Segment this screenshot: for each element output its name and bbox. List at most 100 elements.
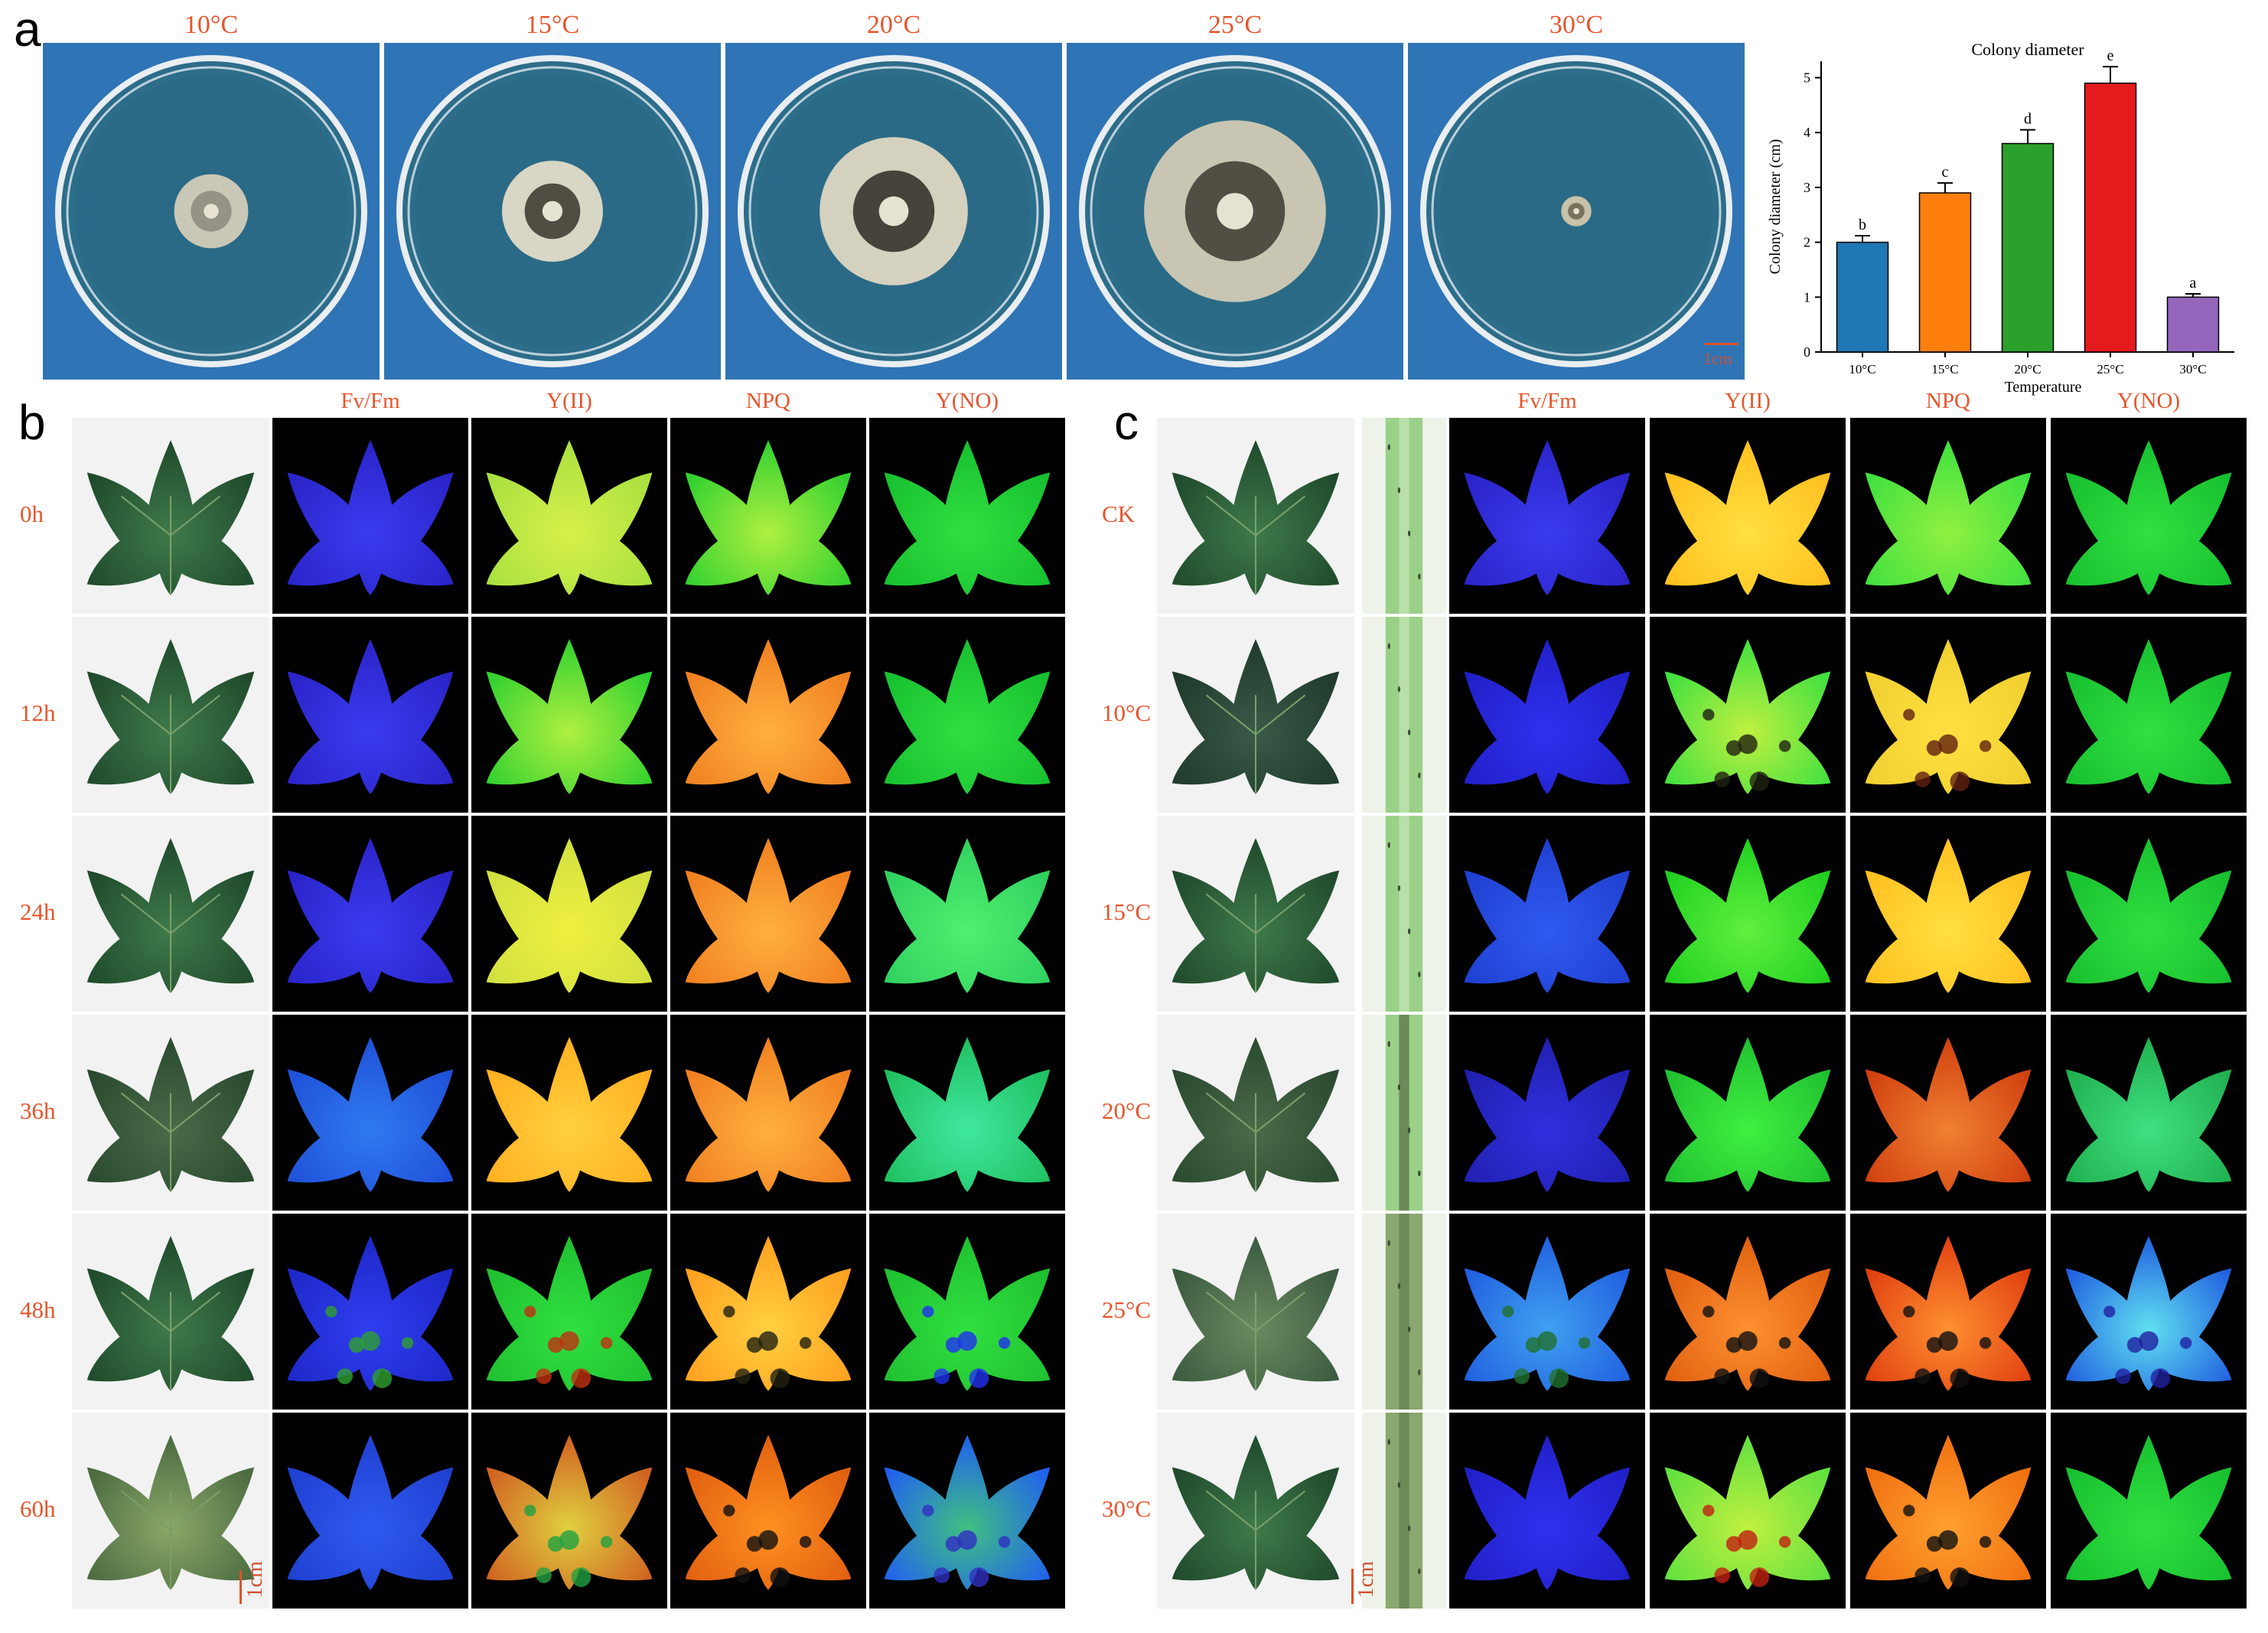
panel-label-a: a xyxy=(14,2,41,57)
leaf-photo xyxy=(1157,418,1354,614)
petri-dish-photo xyxy=(725,43,1062,380)
colony-diameter-chart: Colony diameter 0 1 2 3 4 5 Colony diameter (cm… xyxy=(1760,31,2257,398)
bar xyxy=(1836,241,1889,353)
leaf-image xyxy=(884,1435,1051,1590)
leaf-photo xyxy=(72,1015,269,1211)
leaf-image xyxy=(287,639,454,794)
leaf-scale-bar-b xyxy=(240,1570,242,1604)
significance-letter: b xyxy=(1859,217,1866,233)
panel-c-column-header: NPQ xyxy=(1925,389,1970,413)
chlorophyll-fluorescence-image xyxy=(1650,418,1846,614)
leaf-photo xyxy=(1157,1413,1354,1609)
chlorophyll-fluorescence-image xyxy=(2051,1413,2247,1609)
panel-b-row-label: 0h xyxy=(20,500,44,527)
chlorophyll-fluorescence-image xyxy=(272,1015,468,1211)
leaf-photo xyxy=(1157,816,1354,1012)
chlorophyll-fluorescence-image xyxy=(2051,418,2247,614)
y-tick-label: 1 xyxy=(1804,289,1810,305)
leaf-image xyxy=(1865,1037,2032,1192)
chlorophyll-fluorescence-image xyxy=(1449,1214,1645,1410)
leaf-image xyxy=(1464,1435,1631,1590)
leaf-image xyxy=(685,1236,852,1391)
chlorophyll-fluorescence-image xyxy=(272,617,468,813)
bar xyxy=(2166,296,2220,353)
stem-photo xyxy=(1362,1015,1446,1211)
leaf-scale-label-b: 1cm xyxy=(243,1561,267,1599)
leaf-image xyxy=(1464,838,1631,993)
chlorophyll-fluorescence-image xyxy=(1449,617,1645,813)
chart-canvas: Colony diameter 0 1 2 3 4 5 Colony diameter (cm… xyxy=(1767,40,2234,396)
leaf-scale-bar-c xyxy=(1351,1569,1354,1604)
leaf-image xyxy=(1171,838,1340,993)
leaf-image xyxy=(685,639,852,794)
leaf-image xyxy=(2065,1435,2232,1590)
y-tick-label: 5 xyxy=(1804,70,1810,86)
dish-temperature-label: 20°C xyxy=(866,11,921,39)
panel-c-row-label: 10°C xyxy=(1102,699,1152,726)
leaf-image xyxy=(2065,440,2232,595)
chlorophyll-fluorescence-image xyxy=(869,1413,1065,1609)
bar xyxy=(1918,192,1972,353)
panel-c-column-header: Fv/Fm xyxy=(1517,389,1577,413)
chlorophyll-fluorescence-image xyxy=(272,816,468,1012)
panel-b-row-label: 48h xyxy=(20,1296,56,1323)
leaf-image xyxy=(86,639,255,794)
stem-photo xyxy=(1362,418,1446,614)
leaf-image xyxy=(2065,1236,2232,1391)
y-tick-label: 4 xyxy=(1804,125,1810,140)
leaf-photo xyxy=(1157,617,1354,813)
leaf-image xyxy=(86,1435,255,1590)
leaf-image xyxy=(2065,838,2232,993)
leaf-image xyxy=(486,1236,653,1391)
chlorophyll-fluorescence-image xyxy=(471,816,667,1012)
leaf-image xyxy=(1664,639,1831,794)
leaf-image xyxy=(685,1037,852,1192)
chlorophyll-fluorescence-image xyxy=(1850,617,2046,813)
stem-photo xyxy=(1362,1413,1446,1609)
leaf-image xyxy=(486,440,653,595)
chlorophyll-fluorescence-image xyxy=(1650,617,1846,813)
y-tick-label: 2 xyxy=(1804,235,1810,250)
panel-c-column-header: Y(II) xyxy=(1725,389,1771,413)
leaf-image xyxy=(1865,838,2032,993)
leaf-photo xyxy=(72,617,269,813)
petri-dish-photo xyxy=(1067,43,1403,380)
leaf-image xyxy=(1865,1435,2032,1590)
stem-image xyxy=(1385,1214,1423,1410)
leaf-photo xyxy=(1157,1214,1354,1410)
leaf-scale-label-c: 1cm xyxy=(1354,1561,1378,1599)
petri-dish-photo xyxy=(384,43,721,380)
x-tick-label: 20°C xyxy=(2014,362,2041,376)
leaf-image xyxy=(884,1037,1051,1192)
leaf-photo xyxy=(72,418,269,614)
chlorophyll-fluorescence-image xyxy=(869,617,1065,813)
leaf-image xyxy=(685,838,852,993)
panel-c-row-label: 20°C xyxy=(1102,1097,1152,1124)
chlorophyll-fluorescence-image xyxy=(670,617,866,813)
panel-b-row-label: 60h xyxy=(20,1495,56,1522)
leaf-image xyxy=(86,1037,255,1192)
chlorophyll-fluorescence-image xyxy=(869,418,1065,614)
leaf-image xyxy=(1171,1037,1340,1192)
leaf-image xyxy=(287,440,454,595)
leaf-image xyxy=(1664,1435,1831,1590)
chlorophyll-fluorescence-image xyxy=(1650,1015,1846,1211)
x-tick-label: 25°C xyxy=(2097,362,2123,376)
panel-label-c: c xyxy=(1114,395,1139,450)
leaf-image xyxy=(86,838,255,993)
leaf-photo xyxy=(1157,1015,1354,1211)
chlorophyll-fluorescence-image xyxy=(2051,816,2247,1012)
chlorophyll-fluorescence-image xyxy=(670,1015,866,1211)
chlorophyll-fluorescence-image xyxy=(1850,1214,2046,1410)
dish-temperature-label: 25°C xyxy=(1207,11,1263,39)
leaf-image xyxy=(486,838,653,993)
leaf-image xyxy=(1865,440,2032,595)
leaf-image xyxy=(287,1435,454,1590)
chlorophyll-fluorescence-image xyxy=(670,1413,866,1609)
chlorophyll-fluorescence-image xyxy=(1650,1214,1846,1410)
panel-b-row-label: 36h xyxy=(20,1097,56,1124)
chlorophyll-fluorescence-image xyxy=(1850,1413,2046,1609)
significance-letter: e xyxy=(2107,47,2114,64)
leaf-image xyxy=(884,1236,1051,1391)
chlorophyll-fluorescence-image xyxy=(1850,1015,2046,1211)
